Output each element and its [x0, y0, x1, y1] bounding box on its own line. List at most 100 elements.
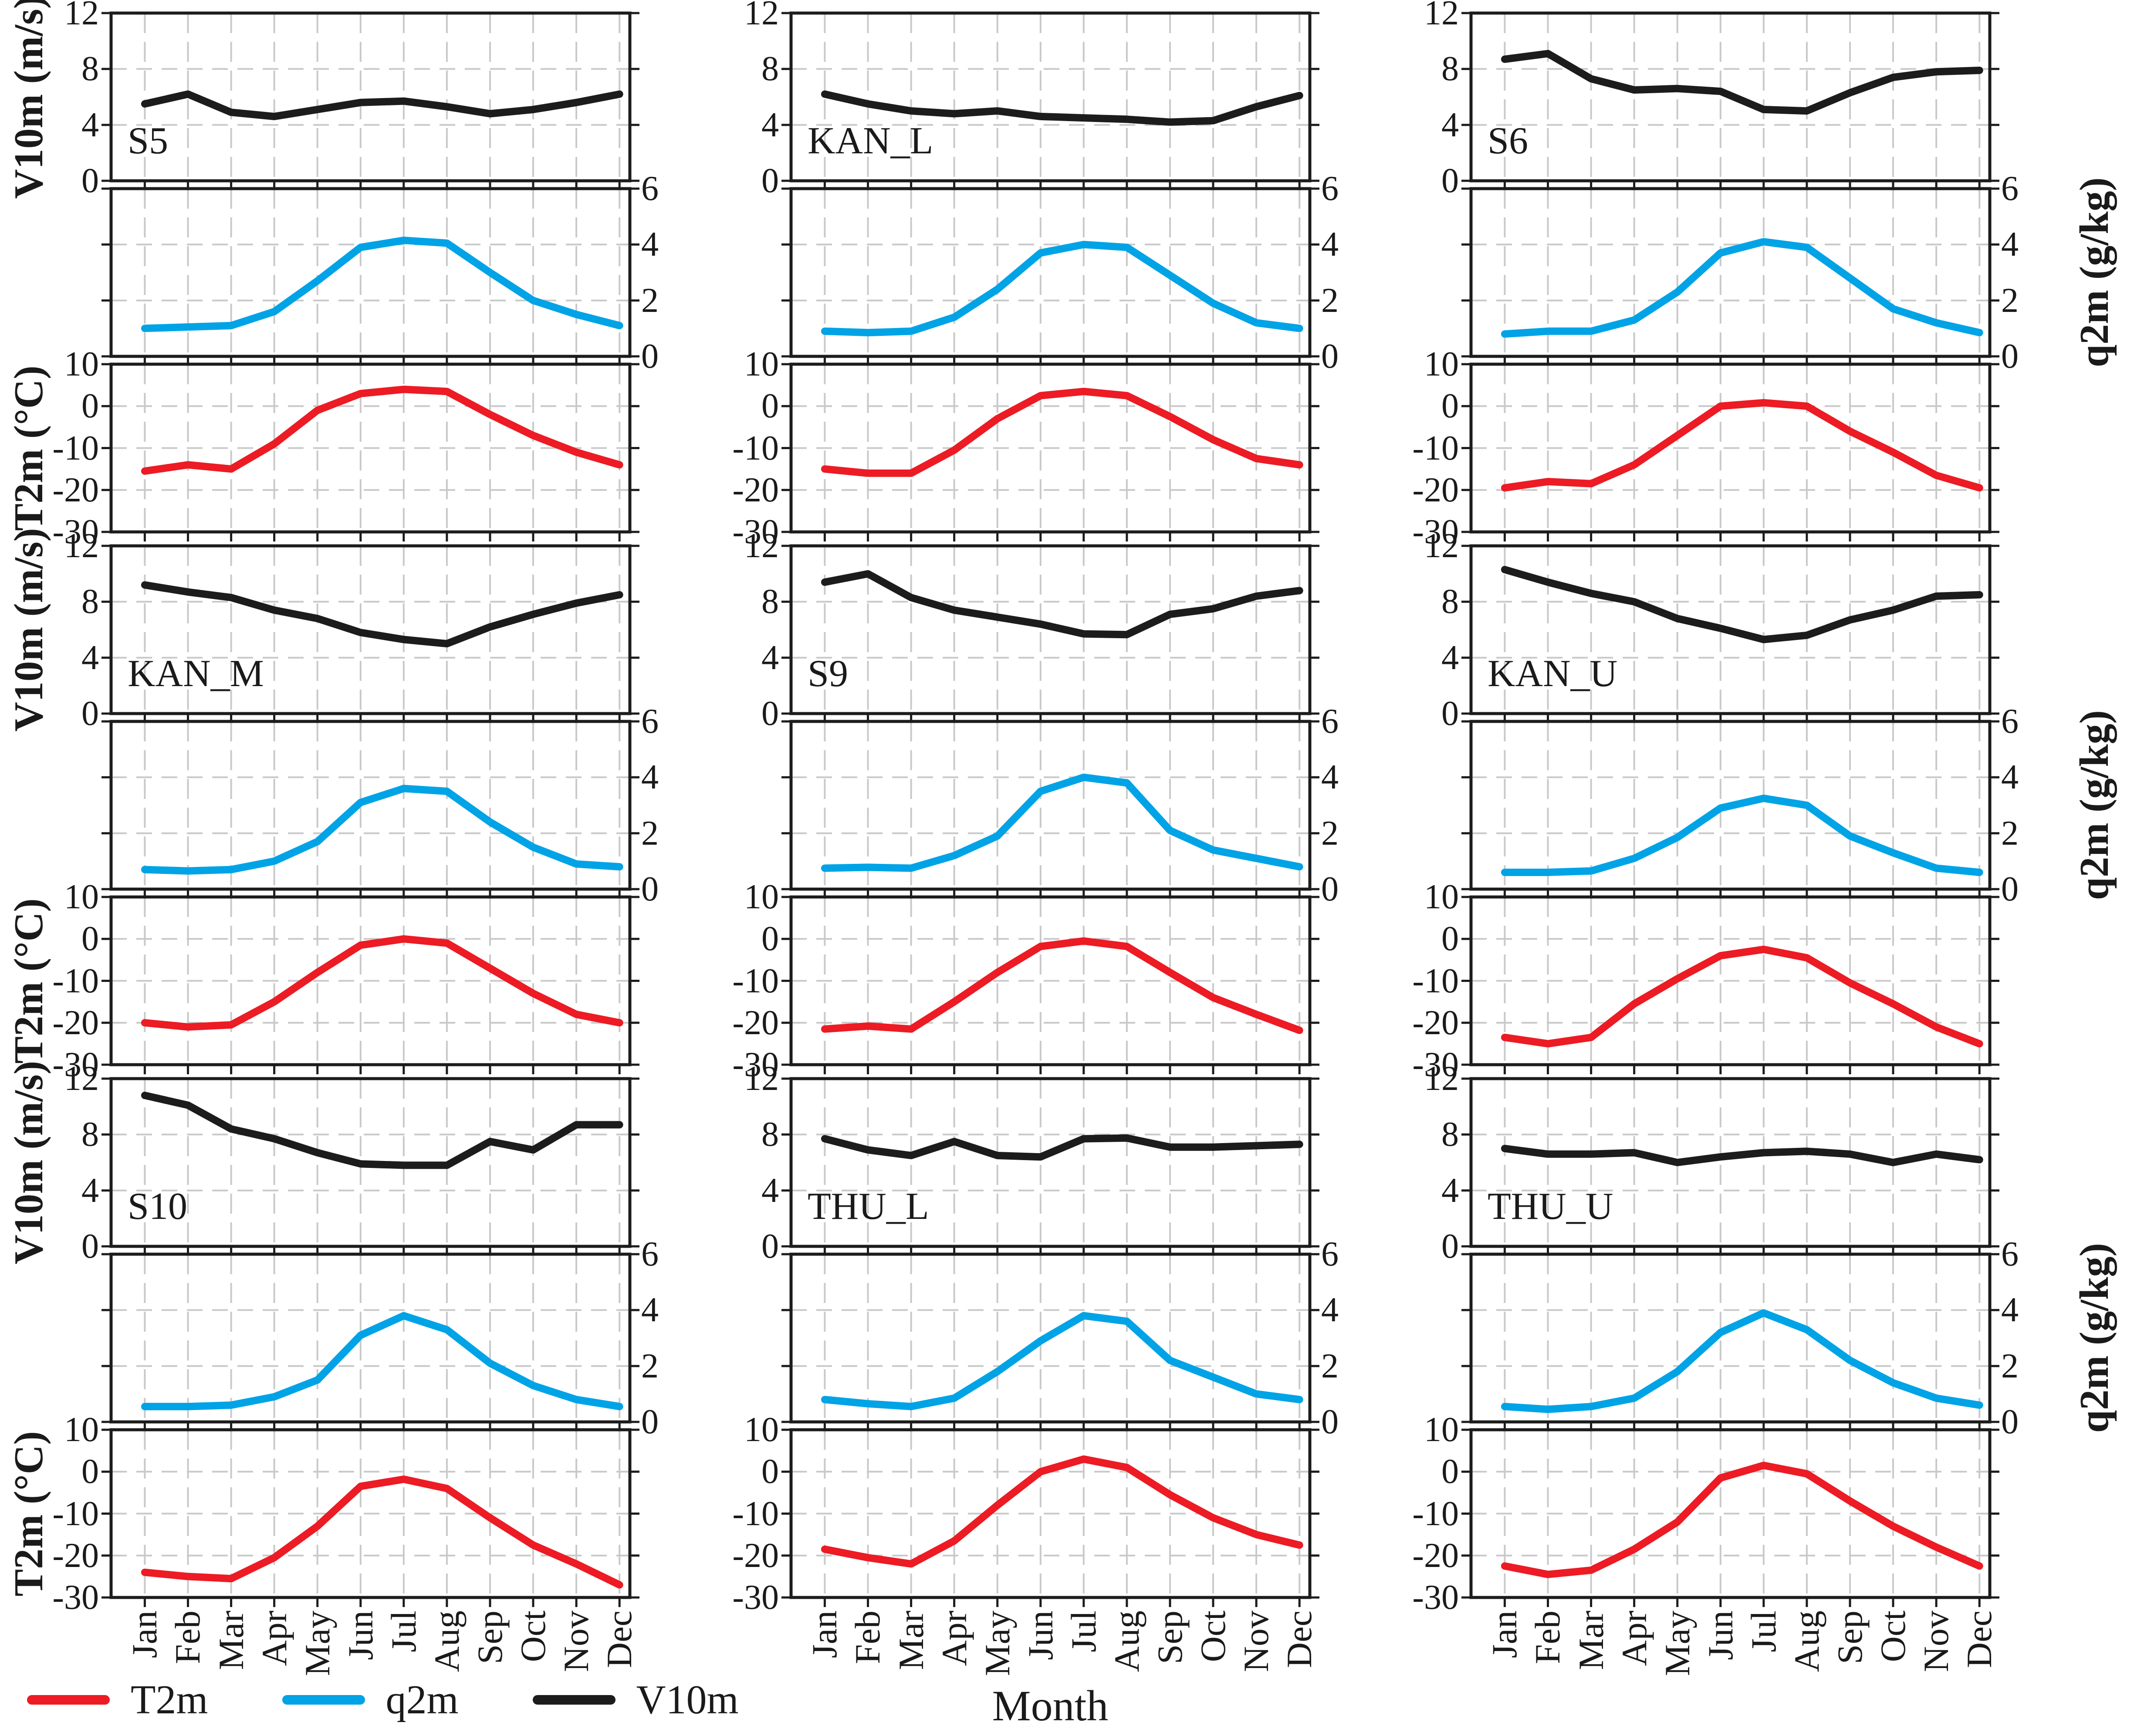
v10m-series-THU_L: [821, 1134, 1303, 1161]
t2m-tick-label: -10: [52, 1494, 99, 1533]
v10m-series-S9: [821, 570, 1303, 639]
t2m-tick-label: -10: [732, 1494, 779, 1533]
t2m-tick-label: 10: [64, 878, 99, 916]
month-tick-label: Mar: [1571, 1611, 1611, 1670]
t2m-tick-label: -20: [732, 1536, 779, 1575]
q2m-tick-label: 6: [2001, 1235, 2019, 1273]
v10m-tick-label: 4: [761, 638, 779, 677]
t2m-tick-label: -10: [52, 429, 99, 467]
q2m-tick-label: 0: [641, 337, 659, 376]
panel-frame: [1469, 544, 1992, 715]
q2m-tick-label: 2: [2001, 281, 2019, 320]
t2m-tick-label: -30: [1412, 513, 1459, 551]
t2m-tick-label: -30: [732, 1578, 779, 1617]
t2m-tick-label: 10: [1424, 345, 1459, 383]
t2m-series-S6: [1501, 399, 1983, 492]
month-tick-label: Dec: [1959, 1611, 1999, 1668]
q2m-tick-label: 2: [641, 1347, 659, 1385]
v10m-tick-label: 8: [761, 1115, 779, 1154]
panel-frame: [789, 11, 1312, 183]
t2m-tick-label: 0: [1441, 1452, 1459, 1491]
q2m-axis-title: q2m (g/kg): [2072, 710, 2117, 900]
t2m-tick-label: 0: [1441, 920, 1459, 958]
month-tick-label: Dec: [1279, 1611, 1319, 1668]
v10m-tick-label: 0: [1441, 1227, 1459, 1266]
v10m-tick-label: 0: [761, 1227, 779, 1266]
v10m-axis-title-box: V10m (m/s): [0, 528, 57, 731]
q2m-tick-label: 0: [1321, 1403, 1339, 1441]
q2m-tick-label: 4: [2001, 1291, 2019, 1330]
v10m-tick-label: 8: [761, 50, 779, 88]
t2m-panel-THU_L: [781, 1428, 1319, 1607]
t2m-tick-label: 0: [761, 387, 779, 426]
station-label: THU_U: [1488, 1185, 1613, 1228]
t2m-axis-title-box: T2m (°C): [0, 897, 57, 1065]
month-tick-label: Sep: [1150, 1611, 1190, 1664]
t2m-tick-label: -10: [732, 429, 779, 467]
q2m-panel-KAN_U: [1461, 720, 1999, 899]
t2m-tick-label: -10: [1412, 1494, 1459, 1533]
t2m-series-THU_L: [821, 1455, 1303, 1568]
v10m-panel-KAN_M: KAN_M: [101, 544, 639, 723]
t2m-tick-label: -20: [732, 1003, 779, 1042]
v10m-tick-label: 8: [1441, 582, 1459, 621]
month-tick-label: Aug: [1786, 1611, 1826, 1672]
q2m-panel-KAN_M: [101, 720, 639, 899]
q2m-tick-label: 6: [1321, 1235, 1339, 1273]
station-label: S5: [128, 120, 168, 162]
t2m-tick-label: -20: [52, 470, 99, 509]
q2m-tick-label: 2: [2001, 814, 2019, 853]
month-tick-label: Aug: [1106, 1611, 1146, 1672]
legend-label-v10m: V10m: [636, 1677, 739, 1722]
q2m-series-THU_U: [1501, 1309, 1983, 1413]
month-tick-label: Oct: [513, 1611, 553, 1662]
v10m-series-S6: [1501, 50, 1983, 115]
t2m-tick-label: -30: [732, 513, 779, 551]
station-label: KAN_L: [808, 120, 933, 162]
t2m-tick-label: -20: [52, 1536, 99, 1575]
q2m-panel-S6: [1461, 187, 1999, 366]
q2m-tick-label: 2: [641, 281, 659, 320]
q2m-tick-label: 0: [1321, 337, 1339, 376]
v10m-series-THU_U: [1501, 1144, 1983, 1166]
v10m-tick-label: 4: [81, 1171, 99, 1210]
v10m-tick-label: 0: [761, 162, 779, 200]
q2m-series-THU_L: [821, 1312, 1303, 1411]
v10m-tick-label: 0: [1441, 162, 1459, 200]
panel-frame: [109, 544, 632, 715]
panel-frame: [1469, 1077, 1992, 1248]
q2m-axis-title-box: q2m (g/kg): [2057, 1243, 2131, 1433]
t2m-tick-label: 10: [64, 345, 99, 383]
month-tick-label: Apr: [254, 1611, 294, 1666]
t2m-series-KAN_M: [141, 935, 623, 1031]
v10m-panel-S10: S10: [101, 1077, 639, 1256]
t2m-line-swatch: [27, 1695, 110, 1705]
t2m-axis-title: T2m (°C): [6, 898, 51, 1064]
t2m-tick-label: -20: [1412, 1003, 1459, 1042]
month-tick-label: Nov: [1916, 1611, 1956, 1672]
t2m-series-KAN_U: [1501, 945, 1983, 1048]
v10m-axis-title: V10m (m/s): [6, 528, 51, 732]
legend-item-q2m: q2m: [282, 1676, 459, 1723]
q2m-axis-title-box: q2m (g/kg): [2057, 710, 2131, 900]
q2m-series-S6: [1501, 238, 1983, 338]
v10m-tick-label: 4: [81, 105, 99, 144]
t2m-panel-S9: [781, 895, 1319, 1074]
q2m-tick-label: 6: [2001, 169, 2019, 208]
t2m-series-S9: [821, 937, 1303, 1034]
month-tick-label: Jul: [1063, 1611, 1103, 1652]
panel-frame: [789, 187, 1312, 358]
month-tick-label: Feb: [168, 1611, 208, 1664]
q2m-tick-label: 6: [641, 1235, 659, 1273]
month-tick-label: Sep: [470, 1611, 510, 1664]
v10m-series-KAN_L: [821, 90, 1303, 126]
v10m-panel-THU_L: THU_L: [781, 1077, 1319, 1256]
q2m-tick-label: 4: [641, 758, 659, 797]
month-tick-label: Apr: [1614, 1611, 1654, 1666]
t2m-tick-label: 10: [744, 1411, 779, 1449]
legend-label-q2m: q2m: [386, 1677, 459, 1722]
month-tick-label: Aug: [426, 1611, 467, 1672]
panel-frame: [1469, 11, 1992, 183]
month-tick-label: Mar: [891, 1611, 931, 1670]
